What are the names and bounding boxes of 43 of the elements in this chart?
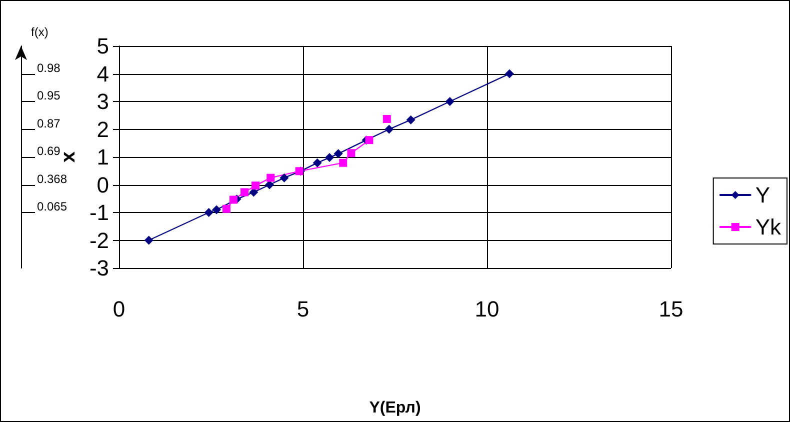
legend-label: Yk xyxy=(755,214,782,240)
point xyxy=(144,236,154,245)
point xyxy=(280,173,289,182)
text: 0.69 xyxy=(37,144,61,158)
y-tick-label: 3 xyxy=(96,89,109,114)
y-tick-label: 1 xyxy=(96,144,109,170)
x-tick-label: 15 xyxy=(658,296,684,322)
y-tick-label: -3 xyxy=(89,256,109,280)
point xyxy=(240,188,248,196)
y-tick-label: 4 xyxy=(96,61,109,86)
y-tick-label: 2 xyxy=(96,116,109,142)
x-tick-label: 10 xyxy=(474,296,500,322)
text: 0.98 xyxy=(37,60,61,75)
text: 0.368 xyxy=(37,172,68,186)
y-tick-label: -1 xyxy=(89,200,109,225)
point xyxy=(252,182,260,190)
point xyxy=(347,149,356,158)
y-tick-label: 0 xyxy=(96,172,109,198)
y-tick-label: -2 xyxy=(89,228,109,253)
x-tick-label: 0 xyxy=(112,296,126,322)
legend-label: Y xyxy=(755,182,770,208)
point xyxy=(222,204,230,213)
point xyxy=(204,208,214,217)
point xyxy=(382,114,391,123)
point xyxy=(384,124,394,134)
point xyxy=(365,136,374,144)
x-axis-title: Y(Ерл) xyxy=(369,400,421,416)
point xyxy=(312,158,322,168)
point xyxy=(504,69,514,78)
text: 0.95 xyxy=(37,88,61,102)
point xyxy=(212,205,222,214)
text: 0.065 xyxy=(37,200,68,214)
point xyxy=(229,196,238,204)
point xyxy=(339,158,348,167)
y2-axis-title: f(x) xyxy=(31,25,48,39)
point xyxy=(445,97,454,106)
x-tick-label: 5 xyxy=(296,296,310,322)
text: 0.87 xyxy=(37,116,61,130)
point xyxy=(324,153,334,162)
point xyxy=(266,174,275,182)
y-tick-label: 5 xyxy=(96,34,109,58)
point xyxy=(334,149,343,158)
point xyxy=(406,115,416,124)
